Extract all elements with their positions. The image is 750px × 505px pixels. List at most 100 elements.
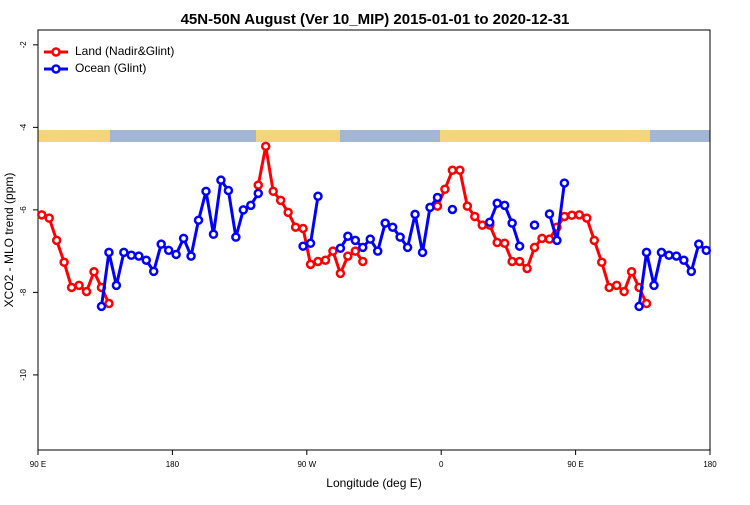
data-point <box>111 280 122 291</box>
data-point <box>328 246 338 256</box>
data-point <box>440 184 450 195</box>
x-tick-label: 90 W <box>297 460 316 469</box>
data-point <box>275 195 286 206</box>
data-point <box>104 298 114 309</box>
y-tick-label: -6 <box>19 206 28 214</box>
map-band <box>38 130 710 142</box>
data-point <box>320 255 331 265</box>
legend-marker <box>51 47 61 57</box>
data-point <box>66 282 77 293</box>
data-point <box>51 235 62 246</box>
data-point <box>604 282 614 293</box>
data-point <box>694 239 704 249</box>
data-point <box>432 192 443 203</box>
data-point <box>395 232 405 242</box>
land-strip <box>256 130 340 142</box>
data-point <box>649 280 659 291</box>
data-point <box>141 255 152 265</box>
data-point <box>343 251 353 261</box>
data-point <box>171 249 181 260</box>
data-point <box>574 210 585 220</box>
data-point <box>350 235 361 246</box>
data-point <box>74 280 84 291</box>
x-tick-label: 180 <box>166 460 180 469</box>
data-point <box>447 204 458 215</box>
data-point <box>529 242 540 253</box>
data-point <box>671 251 682 261</box>
data-point <box>335 268 346 279</box>
data-point <box>163 245 174 256</box>
data-point <box>119 247 129 258</box>
y-tick-label: -2 <box>19 41 28 49</box>
x-tick-label: 0 <box>439 460 444 469</box>
data-point <box>664 250 674 261</box>
data-point <box>425 202 435 213</box>
data-point <box>522 263 532 274</box>
plot-frame <box>37 29 711 451</box>
legend-label: Land (Nadir&Glint) <box>75 44 174 58</box>
data-point <box>537 233 547 244</box>
data-point <box>208 229 219 239</box>
data-point <box>178 233 189 244</box>
data-point <box>358 256 368 267</box>
data-point <box>514 256 525 267</box>
data-point <box>283 207 293 218</box>
data-point <box>589 235 600 246</box>
data-point <box>350 246 361 256</box>
data-point <box>455 165 465 176</box>
data-point <box>417 247 428 258</box>
data-point <box>89 267 99 277</box>
y-tick-label: -4 <box>19 123 28 131</box>
x-axis-label: Longitude (deg E) <box>326 476 421 490</box>
land-strip <box>38 130 110 142</box>
data-point <box>268 186 278 197</box>
data-point <box>36 210 47 220</box>
data-point <box>298 223 308 234</box>
legend-marker <box>51 64 61 74</box>
ocean-strip <box>650 130 710 142</box>
data-point <box>186 251 196 261</box>
data-point <box>462 201 473 211</box>
y-tick-label: -8 <box>19 288 28 296</box>
data-point <box>238 205 249 215</box>
data-point <box>380 218 390 228</box>
data-point <box>499 200 510 211</box>
data-point <box>701 245 712 256</box>
data-point <box>410 209 420 220</box>
data-point <box>679 255 689 265</box>
data-point <box>335 243 346 254</box>
data-point <box>96 301 107 312</box>
data-point <box>432 201 443 211</box>
data-point <box>507 256 517 267</box>
data-point <box>619 286 629 297</box>
data-point <box>305 259 316 270</box>
data-point <box>44 213 54 223</box>
data-point <box>156 239 166 249</box>
data-point <box>559 211 570 222</box>
legend <box>40 40 180 78</box>
x-tick-label: 90 E <box>567 460 583 469</box>
data-point <box>544 209 555 219</box>
data-point <box>492 198 502 209</box>
data-point <box>81 286 92 297</box>
data-point <box>559 178 570 188</box>
data-point <box>358 242 368 253</box>
data-point <box>499 238 510 249</box>
y-axis-label: XCO2 - MLO trend (ppm) <box>2 173 16 308</box>
data-point <box>216 175 226 185</box>
x-tick-label: 180 <box>703 460 717 469</box>
data-point <box>447 165 458 176</box>
data-point <box>641 298 652 309</box>
data-point <box>253 180 264 190</box>
data-point <box>246 200 256 211</box>
data-point <box>343 231 353 242</box>
data-point <box>492 237 502 248</box>
data-point <box>193 215 204 225</box>
data-point <box>372 246 383 256</box>
data-point <box>201 186 211 197</box>
data-point <box>656 247 667 258</box>
data-point <box>313 256 323 267</box>
data-point <box>544 234 555 244</box>
chart-title: 45N-50N August (Ver 10_MIP) 2015-01-01 t… <box>181 11 570 28</box>
data-point <box>477 220 488 230</box>
